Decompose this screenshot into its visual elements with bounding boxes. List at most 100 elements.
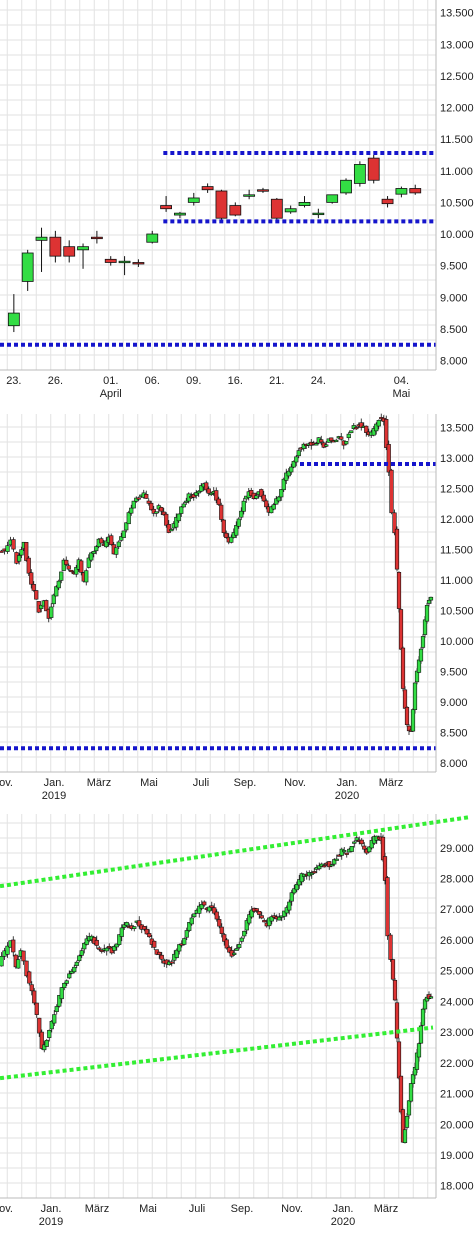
x-tick-label: Nov. — [284, 777, 306, 789]
y-tick-label: 10.500 — [440, 605, 474, 617]
candle — [227, 947, 232, 953]
candle — [282, 910, 287, 917]
candle — [396, 1041, 402, 1079]
candle — [392, 979, 398, 1001]
candle — [351, 425, 356, 429]
x-tick-label: 24. — [311, 375, 326, 387]
candle — [66, 565, 71, 570]
candle — [247, 914, 252, 924]
candle — [214, 911, 219, 920]
candle — [257, 189, 269, 192]
candle — [59, 987, 64, 1000]
candle — [207, 906, 212, 912]
x-tick-label: Jan. — [44, 777, 65, 789]
candle — [254, 495, 259, 499]
candle — [390, 959, 396, 980]
candle — [116, 541, 121, 548]
x-tick-label: 01. — [103, 375, 118, 387]
candle — [77, 246, 89, 251]
candle — [154, 511, 159, 514]
candle — [342, 850, 347, 853]
candle — [376, 420, 381, 427]
candle — [199, 904, 204, 909]
candle — [254, 908, 259, 912]
x-tick-label: 04. — [394, 375, 409, 387]
candle — [74, 567, 79, 575]
candle — [216, 498, 221, 505]
candle — [57, 995, 62, 1007]
candle — [174, 212, 186, 216]
candle — [67, 973, 72, 979]
candle — [334, 858, 339, 861]
candle — [239, 937, 244, 942]
candle — [219, 504, 224, 520]
candle — [408, 1083, 414, 1102]
candle — [39, 604, 44, 609]
candle — [47, 1029, 52, 1038]
candle — [398, 609, 404, 650]
candle — [340, 179, 352, 194]
candle — [21, 950, 26, 962]
candle — [352, 841, 357, 844]
candle — [144, 493, 149, 499]
chart-long-term-1: 13.500 13.000 12.500 12.000 11.500 11.000 10.5… — [0, 413, 474, 802]
candle — [232, 952, 237, 955]
candle — [367, 157, 380, 181]
candle — [382, 856, 388, 881]
candle — [269, 506, 274, 514]
candle — [26, 557, 31, 574]
candle — [157, 951, 162, 955]
candle — [209, 492, 214, 495]
candle — [97, 947, 102, 950]
y-tick-label: 25.000 — [440, 966, 474, 978]
candle — [104, 947, 109, 952]
candle — [206, 488, 211, 494]
candle — [418, 648, 424, 662]
y-tick-label: 13.500 — [440, 8, 474, 20]
candle — [39, 1031, 44, 1049]
candle — [0, 956, 4, 967]
candle — [212, 907, 217, 914]
candle — [384, 419, 389, 448]
candle — [309, 872, 314, 875]
candle — [187, 197, 200, 203]
candle — [146, 500, 151, 504]
candle — [346, 433, 351, 439]
candle — [386, 444, 391, 473]
y-tick-label: 10.000 — [440, 636, 474, 648]
x-tick-label: März — [85, 1203, 109, 1215]
candle — [402, 689, 408, 709]
candle — [327, 861, 332, 868]
y-tick-label: 9.000 — [440, 292, 468, 304]
candle — [147, 933, 152, 938]
y-tick-label: 18.000 — [440, 1181, 474, 1193]
candle — [137, 920, 142, 927]
candle — [11, 939, 16, 953]
candle — [84, 938, 89, 945]
candle — [196, 490, 201, 494]
candle — [344, 852, 349, 855]
candle — [149, 502, 154, 511]
trend-line — [0, 815, 471, 889]
candle — [389, 469, 394, 514]
candle — [132, 262, 145, 265]
candle — [17, 555, 22, 562]
candle — [91, 551, 96, 554]
candle — [182, 938, 187, 945]
candle — [276, 496, 281, 502]
candle — [119, 536, 124, 541]
y-tick-label: 12.500 — [440, 71, 474, 83]
candle — [224, 939, 229, 949]
candle — [317, 865, 322, 870]
candle — [217, 919, 222, 927]
grid — [0, 0, 436, 370]
y-tick-label: 10.500 — [440, 197, 474, 209]
y-tick-label: 8.000 — [440, 758, 468, 770]
candle — [86, 557, 91, 568]
candle — [174, 949, 179, 958]
x-tick-label: Juli — [193, 777, 210, 789]
candle — [129, 507, 134, 514]
candle — [74, 961, 79, 966]
candle — [152, 940, 157, 948]
candle — [61, 559, 66, 571]
